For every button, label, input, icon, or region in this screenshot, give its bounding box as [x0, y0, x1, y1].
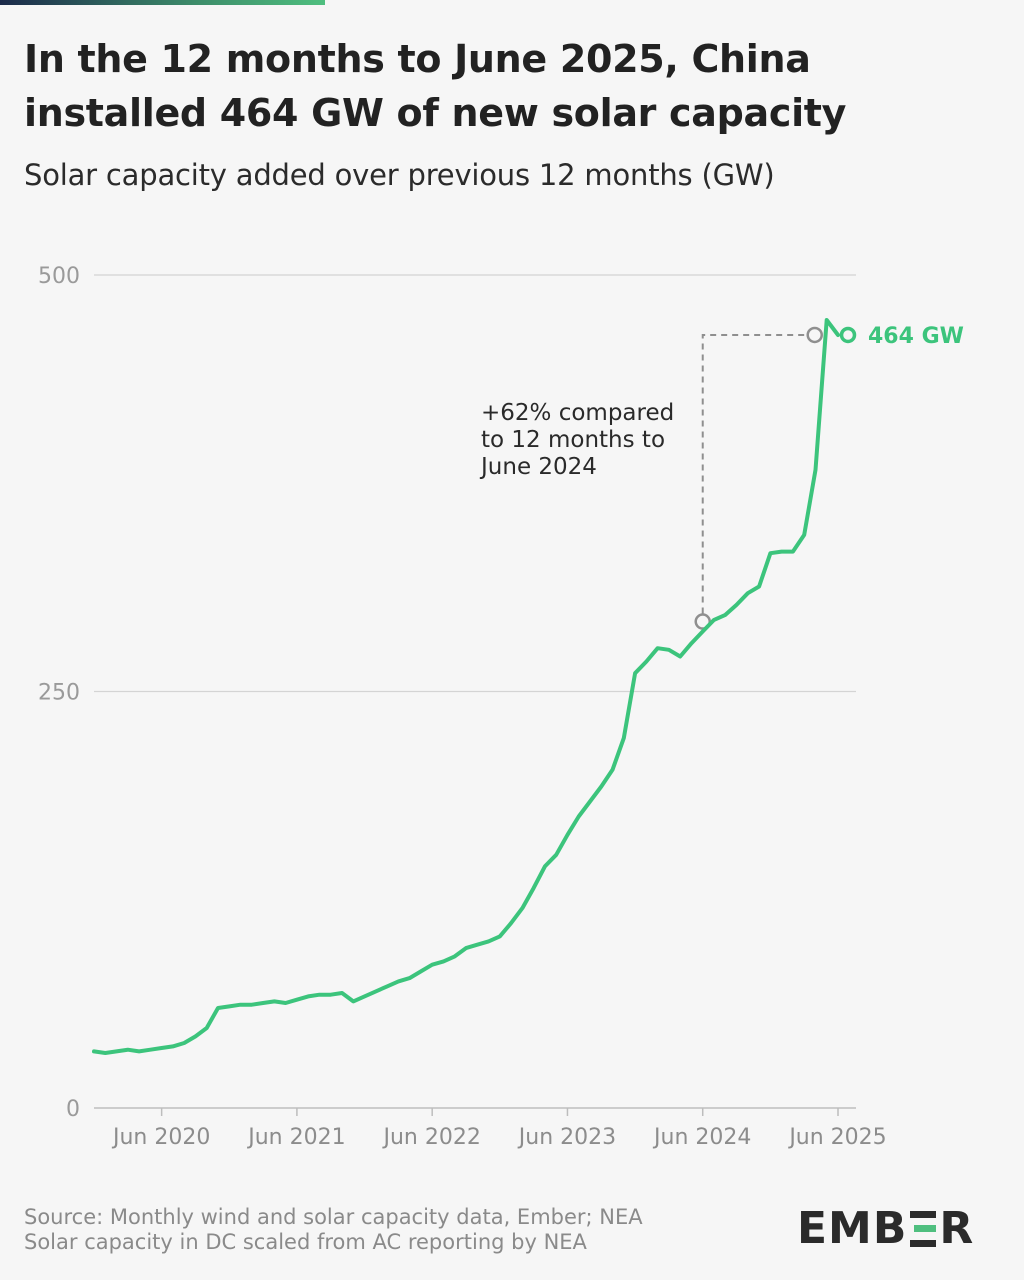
- source-line-2: Solar capacity in DC scaled from AC repo…: [24, 1230, 587, 1254]
- end-point-marker: [839, 326, 857, 344]
- x-tick-label-2023: Jun 2023: [517, 1125, 616, 1150]
- y-tick-label-500: 500: [38, 264, 80, 289]
- x-tick-label-2021: Jun 2021: [246, 1125, 345, 1150]
- solar-capacity-line: [92, 318, 840, 1055]
- annotation-text-line-3: June 2024: [479, 454, 597, 480]
- top-accent-bar: [0, 0, 325, 5]
- annotation-text-line-1: +62% compared: [481, 400, 674, 426]
- x-tick-label-2020: Jun 2020: [111, 1125, 210, 1150]
- end-value-label: 464 GW: [868, 324, 964, 349]
- x-tick-label-2022: Jun 2022: [382, 1125, 481, 1150]
- logo-e-mark-icon: [910, 1210, 937, 1247]
- logo-text-left: EMB: [797, 1203, 908, 1254]
- annotation-end-marker: [806, 326, 823, 344]
- logo-text-right: R: [939, 1203, 975, 1254]
- ember-logo: EMB R: [797, 1203, 974, 1254]
- x-tick-label-2024: Jun 2024: [652, 1125, 751, 1150]
- line-chart: 0 250 500 Jun 2020 Jun 2021 Jun 2022 Jun 2023 J…: [38, 264, 964, 1150]
- annotation-text-line-2: to 12 months to: [481, 427, 665, 453]
- y-tick-label-250: 250: [38, 681, 80, 706]
- chart-subtitle: Solar capacity added over previous 12 mo…: [24, 158, 775, 192]
- annotation-bracket: [701, 333, 807, 614]
- x-tick-label-2025: Jun 2025: [787, 1125, 886, 1150]
- y-tick-label-0: 0: [66, 1097, 80, 1122]
- source-line-1: Source: Monthly wind and solar capacity …: [24, 1205, 643, 1229]
- source-note: Source: Monthly wind and solar capacity …: [24, 1205, 643, 1255]
- page-title: In the 12 months to June 2025, China ins…: [24, 37, 847, 135]
